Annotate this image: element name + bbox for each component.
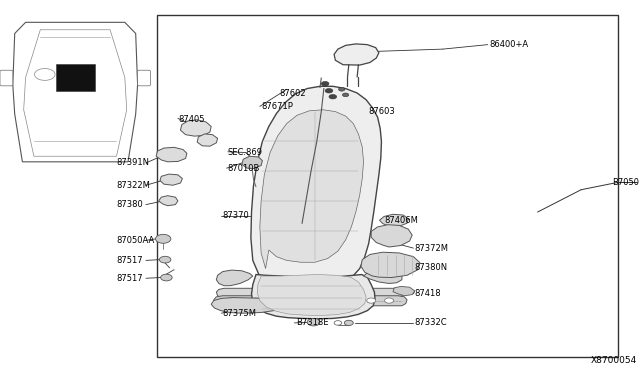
Polygon shape [216,270,253,286]
Circle shape [226,298,235,303]
Text: 87322M: 87322M [116,181,150,190]
Circle shape [339,87,345,91]
Text: 87370: 87370 [223,211,250,220]
Circle shape [280,298,289,303]
Text: 86400+A: 86400+A [490,40,529,49]
Polygon shape [260,110,364,269]
Polygon shape [257,275,366,315]
Polygon shape [214,296,407,306]
Polygon shape [371,225,412,247]
Polygon shape [159,196,178,206]
Polygon shape [211,298,284,313]
Polygon shape [216,288,403,298]
Circle shape [342,93,349,97]
Text: 87405: 87405 [178,115,204,124]
Text: 87380N: 87380N [415,263,448,272]
Polygon shape [242,156,262,169]
Text: 87517: 87517 [116,274,143,283]
Text: 87391N: 87391N [116,158,150,167]
Circle shape [321,81,329,86]
Circle shape [325,89,333,93]
Circle shape [338,298,347,303]
Polygon shape [364,269,402,283]
Bar [56,64,95,91]
Polygon shape [252,275,375,319]
Text: X8700054: X8700054 [591,356,637,365]
Polygon shape [197,134,218,146]
Text: 87372M: 87372M [415,244,449,253]
Circle shape [156,234,171,243]
Text: 87603: 87603 [369,107,396,116]
Polygon shape [361,252,420,278]
Circle shape [344,320,353,326]
Text: 87517: 87517 [116,256,143,265]
Circle shape [334,321,342,325]
Text: 87010B: 87010B [228,164,260,173]
Text: 87375M: 87375M [223,309,257,318]
Text: 87406M: 87406M [384,216,418,225]
FancyBboxPatch shape [138,70,150,86]
Polygon shape [393,286,415,296]
Polygon shape [180,120,211,136]
Polygon shape [160,174,182,185]
Circle shape [329,94,337,99]
Polygon shape [24,30,127,156]
Text: 87332C: 87332C [415,318,447,327]
Text: 87380: 87380 [116,200,143,209]
Circle shape [385,298,394,303]
Polygon shape [156,147,187,162]
FancyBboxPatch shape [0,70,13,86]
Bar [157,15,618,357]
Polygon shape [13,22,138,162]
Text: B7050: B7050 [612,178,639,187]
Text: 87418: 87418 [415,289,442,298]
Circle shape [252,298,260,303]
Text: 87050AA: 87050AA [116,236,155,245]
Polygon shape [334,44,379,65]
Polygon shape [251,86,381,285]
Circle shape [159,256,171,263]
Circle shape [309,298,318,303]
Text: 87671P: 87671P [261,102,293,111]
Circle shape [307,318,320,326]
Text: B7318E: B7318E [296,318,328,327]
Circle shape [161,274,172,281]
Text: 87602: 87602 [279,89,306,98]
Polygon shape [380,214,408,226]
Circle shape [367,298,376,303]
Text: SEC.869: SEC.869 [228,148,263,157]
